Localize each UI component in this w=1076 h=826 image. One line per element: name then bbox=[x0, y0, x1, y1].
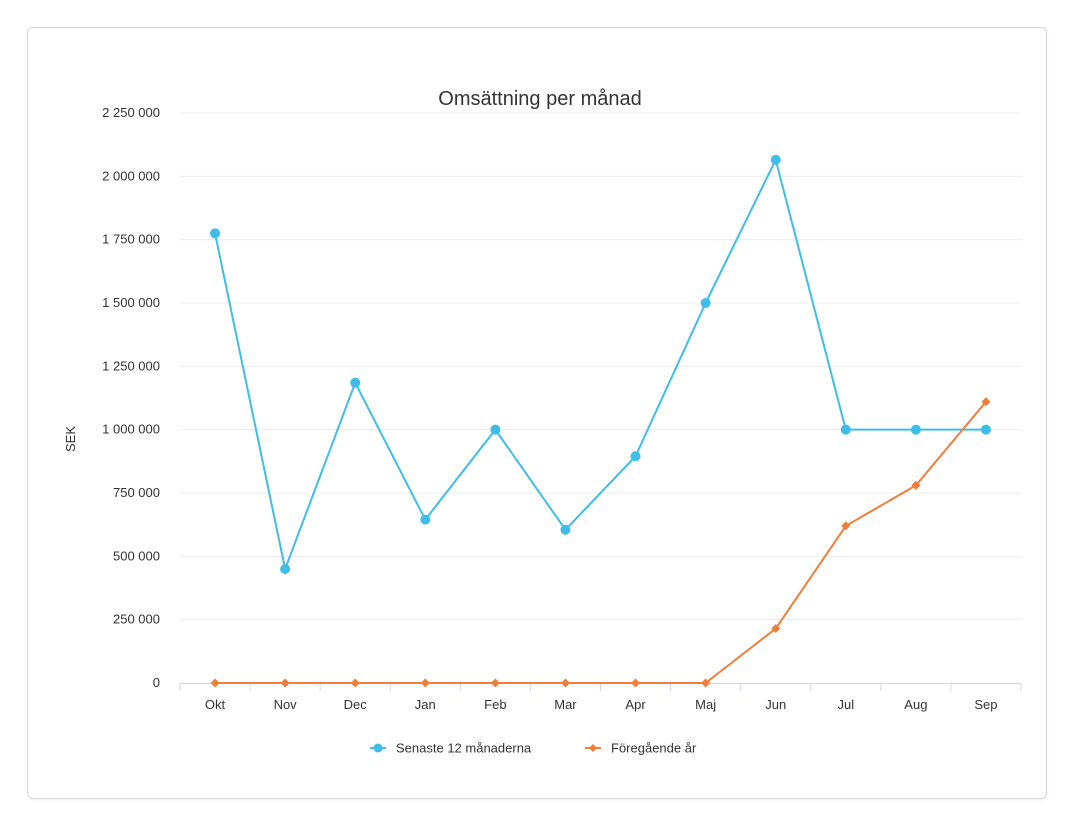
x-tick-label: Sep bbox=[974, 697, 997, 712]
y-axis-ticks: 0 250 000 500 000 750 000 1 000 000 1 250 000… bbox=[102, 105, 160, 690]
grid-lines bbox=[180, 112, 1021, 621]
x-tick-label: Okt bbox=[205, 697, 226, 712]
x-tick-label: Jan bbox=[415, 697, 436, 712]
x-tick-label: Dec bbox=[344, 697, 368, 712]
legend-label: Föregående år bbox=[611, 741, 697, 756]
y-tick-label: 250 000 bbox=[113, 612, 160, 627]
y-tick-label: 750 000 bbox=[113, 485, 160, 500]
x-tick-label: Maj bbox=[695, 697, 716, 712]
y-tick-label: 500 000 bbox=[113, 548, 160, 563]
x-tick-label: Apr bbox=[625, 697, 646, 712]
legend-marker bbox=[589, 744, 597, 752]
data-point[interactable] bbox=[560, 678, 570, 688]
legend-item[interactable]: Senaste 12 månaderna bbox=[370, 741, 532, 756]
x-tick-label: Nov bbox=[274, 697, 298, 712]
y-tick-label: 1 500 000 bbox=[102, 295, 160, 310]
x-tick-label: Jul bbox=[837, 697, 854, 712]
series-line bbox=[214, 400, 987, 684]
data-point[interactable] bbox=[280, 564, 291, 574]
data-point[interactable] bbox=[630, 451, 641, 462]
data-point[interactable] bbox=[981, 397, 991, 407]
data-point[interactable] bbox=[841, 521, 851, 531]
series-2 bbox=[210, 397, 991, 688]
data-point[interactable] bbox=[770, 154, 781, 165]
data-point[interactable] bbox=[911, 480, 921, 490]
y-tick-label: 2 250 000 bbox=[102, 105, 160, 120]
data-point[interactable] bbox=[280, 678, 290, 688]
x-axis bbox=[179, 683, 1022, 691]
data-point[interactable] bbox=[420, 514, 431, 525]
y-axis-label: SEK bbox=[63, 426, 78, 452]
data-point[interactable] bbox=[420, 678, 430, 688]
data-point[interactable] bbox=[840, 424, 851, 435]
data-point[interactable] bbox=[350, 678, 360, 688]
legend[interactable]: Senaste 12 månaderna Föregående år bbox=[370, 741, 697, 756]
data-point[interactable] bbox=[350, 377, 361, 388]
legend-marker bbox=[373, 743, 383, 753]
x-tick-label: Aug bbox=[904, 697, 927, 712]
legend-item[interactable]: Föregående år bbox=[585, 741, 697, 756]
y-tick-label: 1 750 000 bbox=[102, 232, 160, 247]
data-point[interactable] bbox=[700, 298, 711, 308]
y-tick-label: 0 bbox=[153, 675, 160, 690]
data-point[interactable] bbox=[980, 424, 991, 435]
y-tick-label: 2 000 000 bbox=[102, 168, 160, 183]
legend-label: Senaste 12 månaderna bbox=[396, 741, 532, 756]
x-tick-label: Feb bbox=[484, 697, 506, 712]
y-tick-label: 1 000 000 bbox=[102, 422, 160, 437]
y-tick-label: 1 250 000 bbox=[102, 358, 160, 373]
data-point[interactable] bbox=[210, 228, 221, 239]
x-tick-label: Mar bbox=[554, 697, 577, 712]
data-point[interactable] bbox=[490, 424, 501, 435]
chart-card bbox=[27, 27, 1047, 799]
series-1 bbox=[210, 154, 991, 574]
data-point[interactable] bbox=[210, 678, 220, 688]
data-point[interactable] bbox=[490, 678, 500, 688]
x-axis-ticks: Okt Nov Dec Jan Feb Mar Apr Maj Jun Jul Aug Sep bbox=[205, 697, 998, 712]
data-point[interactable] bbox=[771, 624, 781, 634]
data-point[interactable] bbox=[560, 524, 571, 535]
data-point[interactable] bbox=[910, 424, 921, 435]
data-point[interactable] bbox=[631, 678, 641, 688]
x-tick-label: Jun bbox=[765, 697, 786, 712]
series-line bbox=[214, 158, 987, 570]
data-point[interactable] bbox=[701, 678, 711, 688]
chart-title: Omsättning per månad bbox=[438, 88, 641, 110]
series-layer bbox=[210, 154, 991, 688]
